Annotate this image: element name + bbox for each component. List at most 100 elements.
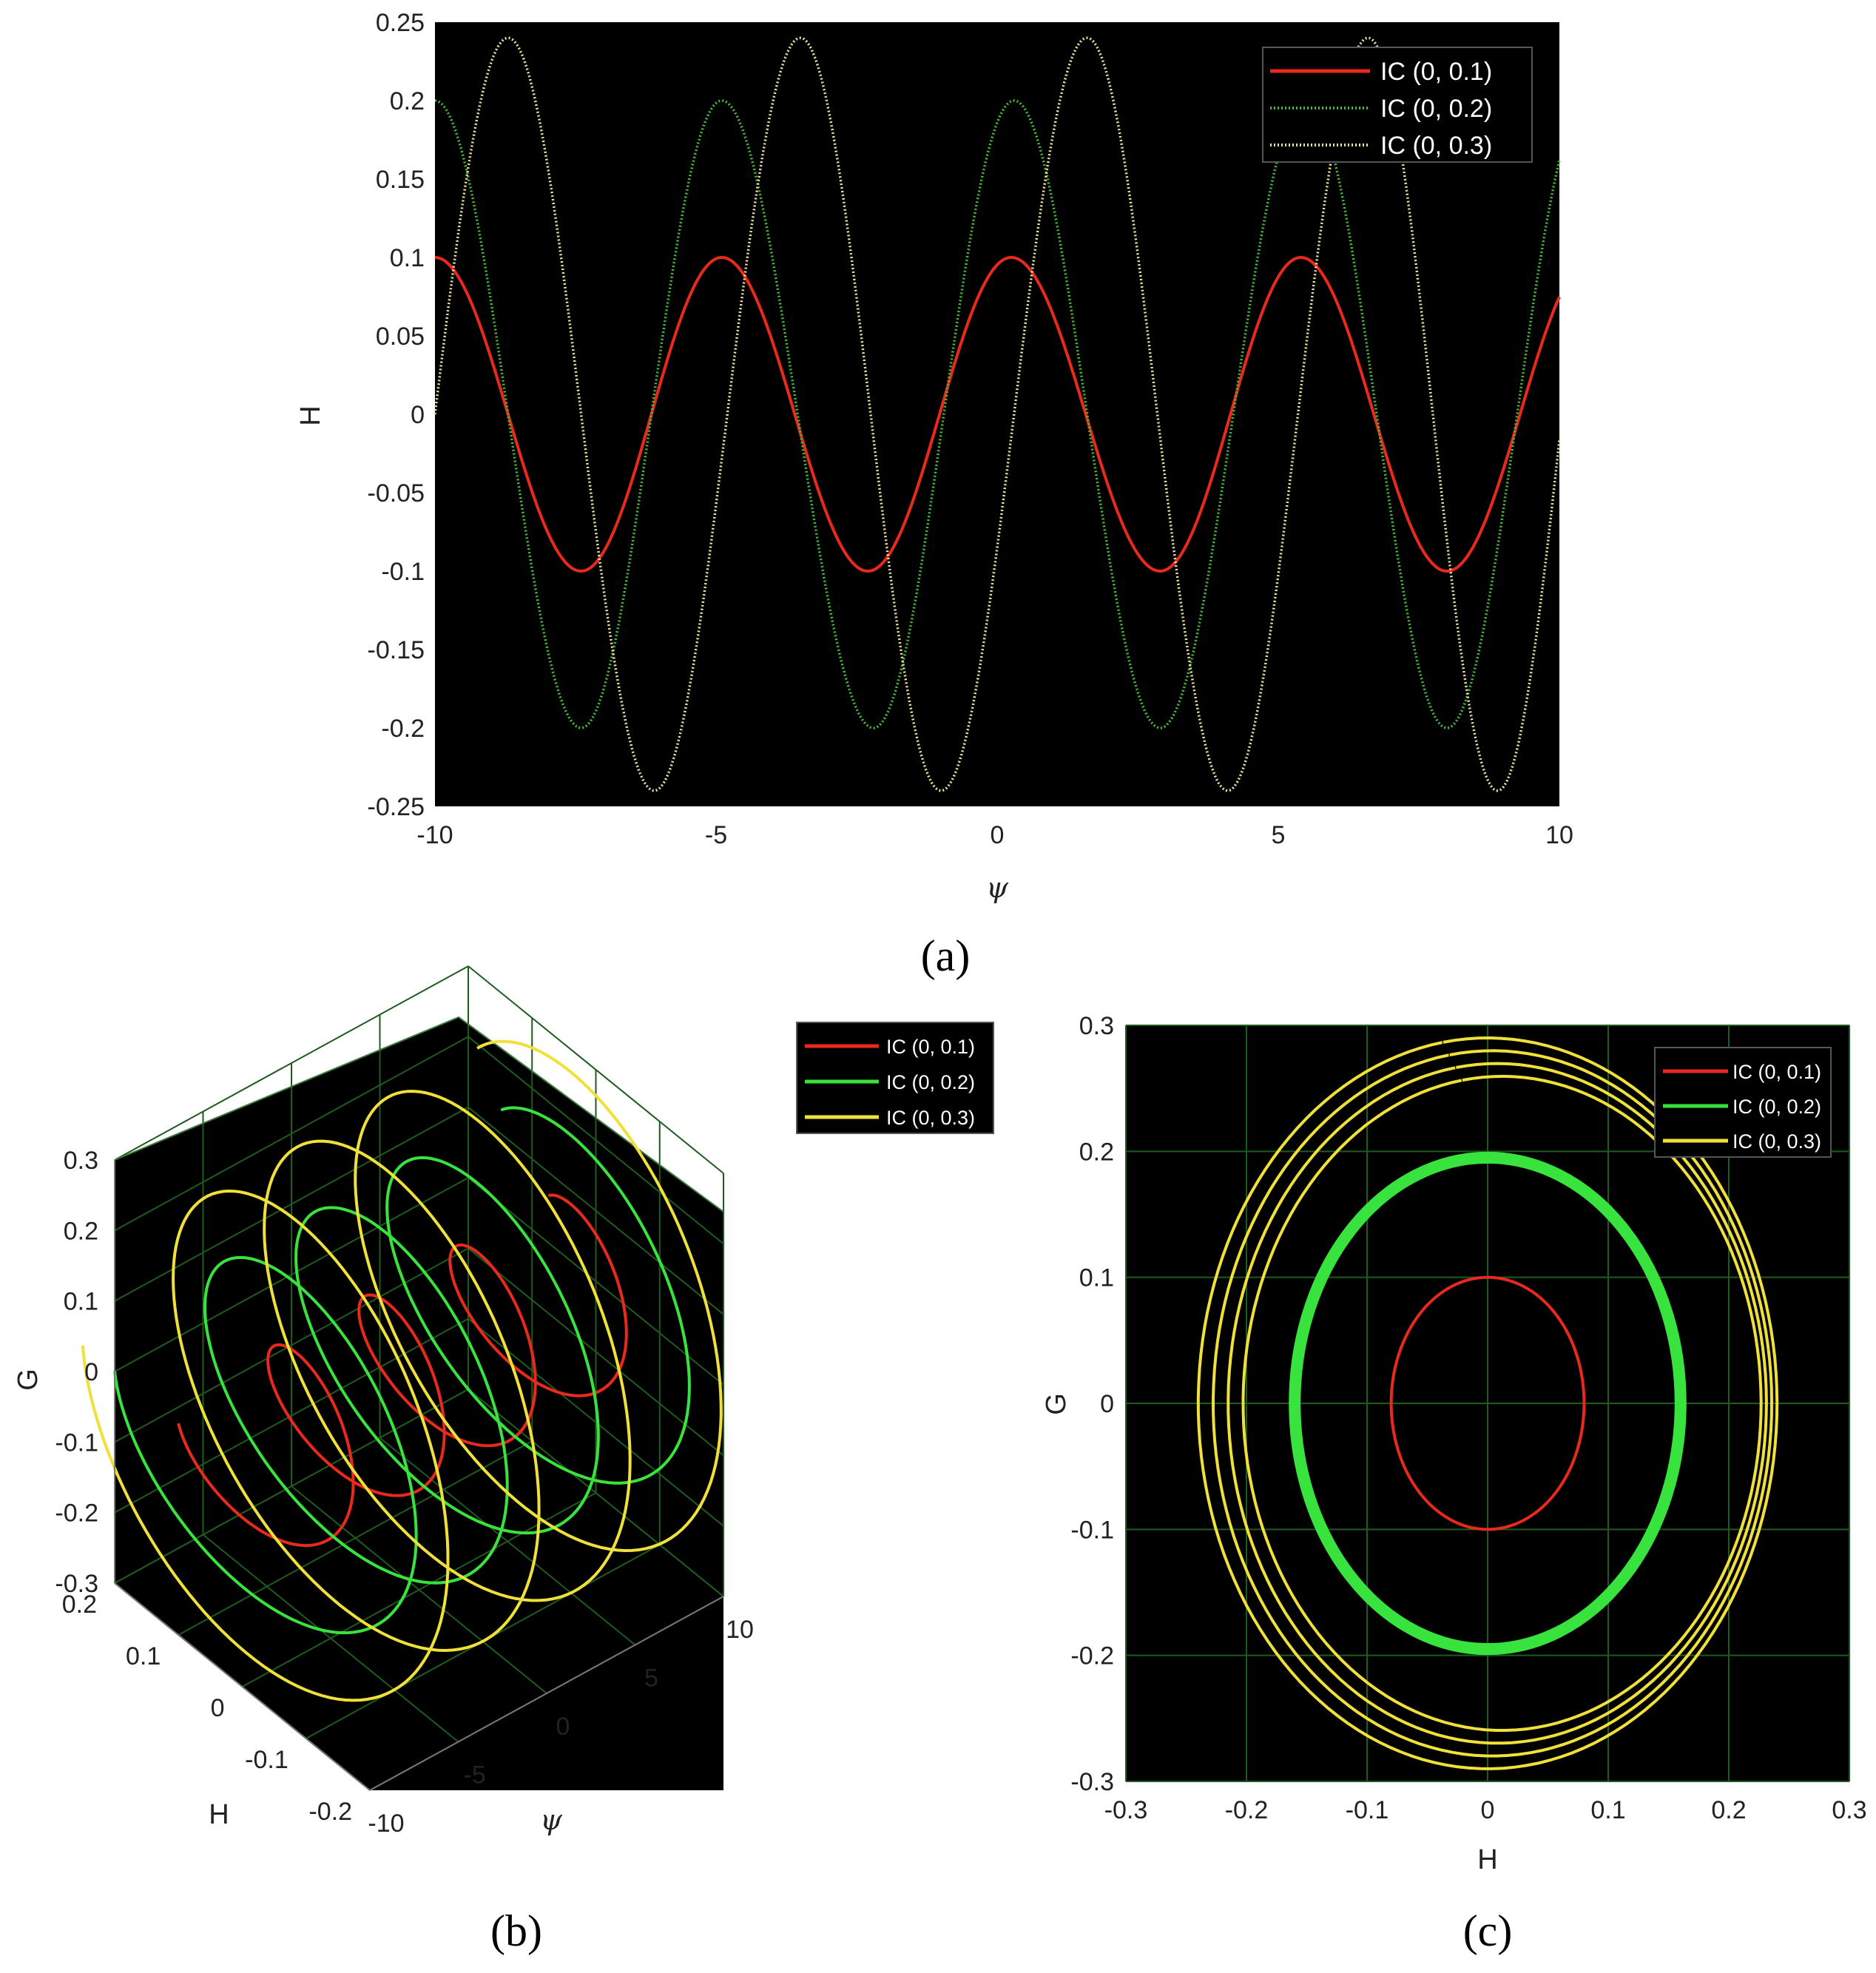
panel-b-h-axis-line xyxy=(114,1582,371,1791)
panel-a-y-tick-label: -0.2 xyxy=(381,715,425,743)
panel-a-legend-label-1: IC (0, 0.2) xyxy=(1380,95,1492,123)
panel-c-y-tick-label: -0.2 xyxy=(1070,1642,1114,1670)
panel-a-x-tick-label: -10 xyxy=(416,821,453,849)
panel-c-series-orbit-loop xyxy=(1227,1062,1768,1745)
panel-b-series-group xyxy=(81,1039,723,1702)
panel-a-y-tick-label: 0.2 xyxy=(390,87,425,115)
panel-c-series-orbit-loop xyxy=(1196,1036,1779,1770)
panel-c-legend-label-0: IC (0, 0.1) xyxy=(1732,1061,1821,1083)
panel-b-g-tick-label: -0.3 xyxy=(55,1570,98,1598)
panel-c-y-tick-label: -0.3 xyxy=(1070,1768,1114,1796)
panel-c-y-tick-label: 0.3 xyxy=(1079,1012,1114,1040)
panel-c-x-tick-label: 0 xyxy=(1481,1796,1495,1824)
panel-b-h-ticks: 0.2 0.1 0 -0.1 -0.2 xyxy=(62,1591,352,1826)
panel-b-psi-tick-label: 5 xyxy=(644,1665,658,1693)
panel-c-grid xyxy=(1125,1025,1850,1782)
panel-b-chart: 0.3 0.2 0.1 0 -0.1 -0.2 -0.3 0.2 0.1 0 -0.1 -0.2 -… xyxy=(13,965,994,1955)
panel-b-h-axis-label: H xyxy=(209,1799,229,1830)
panel-a-y-ticks: 0.25 0.2 0.15 0.1 0.05 0 -0.05 -0.1 -0.15 -0.2 -0.… xyxy=(368,9,425,821)
panel-b-series-helix xyxy=(177,1193,628,1548)
panel-b-grid-line xyxy=(291,1485,547,1694)
panel-b-legend-label-2: IC (0, 0.3) xyxy=(886,1107,975,1129)
panel-b-psi-axis-line xyxy=(369,1596,724,1791)
panel-c-label: (c) xyxy=(1463,1906,1513,1955)
panel-b-g-tick-label: -0.1 xyxy=(55,1429,98,1457)
panel-b-series-helix xyxy=(81,1039,723,1702)
panel-b-legend-label-0: IC (0, 0.1) xyxy=(886,1036,975,1058)
panel-a-y-tick-label: -0.15 xyxy=(368,636,425,664)
panel-a-series-group xyxy=(433,36,1561,792)
panel-c-y-tick-label: 0 xyxy=(1100,1390,1114,1418)
panel-c-x-tick-label: 0.2 xyxy=(1711,1796,1746,1824)
panel-b-legend-box xyxy=(796,1022,994,1134)
panel-b-axes xyxy=(114,1160,724,1791)
panel-b-grid-line xyxy=(202,1534,459,1743)
panel-a-label: (a) xyxy=(921,931,971,980)
panel-c-y-tick-label: 0.1 xyxy=(1079,1264,1114,1292)
panel-b-label: (b) xyxy=(490,1906,542,1955)
panel-a-x-tick-label: 5 xyxy=(1272,821,1286,849)
panel-c-series-orbit-loop xyxy=(1241,1074,1763,1732)
panel-a-legend-label-2: IC (0, 0.3) xyxy=(1380,132,1492,160)
panel-a-y-tick-label: 0.1 xyxy=(390,244,425,272)
panel-c-legend: IC (0, 0.1) IC (0, 0.2) IC (0, 0.3) xyxy=(1654,1047,1832,1158)
panel-b-psi-tick-label: 0 xyxy=(556,1713,570,1741)
panel-b-legend-label-1: IC (0, 0.2) xyxy=(886,1071,975,1093)
panel-a-x-tick-label: -5 xyxy=(705,821,727,849)
panel-a-chart: 0.25 0.2 0.15 0.1 0.05 0 -0.05 -0.1 -0.15 -0.2 -0.… xyxy=(295,9,1573,980)
panel-b-h-tick-label: 0.1 xyxy=(126,1642,161,1670)
panel-b-h-tick-label: 0.2 xyxy=(62,1591,97,1619)
panel-c-x-tick-label: -0.1 xyxy=(1346,1796,1389,1824)
panel-c-x-tick-label: 0.1 xyxy=(1590,1796,1625,1824)
panel-b-psi-axis-label: ψ xyxy=(540,1804,563,1836)
panel-b-grid-line xyxy=(468,1389,724,1597)
panel-b-h-tick-label: -0.1 xyxy=(245,1746,289,1774)
panel-a-legend: IC (0, 0.1) IC (0, 0.2) IC (0, 0.3) xyxy=(1262,47,1533,163)
panel-b-psi-tick-label: 10 xyxy=(726,1616,754,1644)
panel-a-y-tick-label: 0 xyxy=(411,401,425,429)
panel-c-legend-box xyxy=(1654,1047,1832,1158)
panel-b-g-ticks: 0.3 0.2 0.1 0 -0.1 -0.2 -0.3 xyxy=(55,1147,98,1598)
panel-b-psi-ticks: -10 -5 0 5 10 xyxy=(368,1616,753,1838)
panel-b-g-axis-label: G xyxy=(13,1369,44,1391)
panel-b-legend: IC (0, 0.1) IC (0, 0.2) IC (0, 0.3) xyxy=(796,1022,994,1134)
panel-a-y-tick-label: 0.05 xyxy=(376,323,425,351)
panel-c-chart: 0.3 0.2 0.1 0 -0.1 -0.2 -0.3 -0.3 -0.2 -0.1 0 0.1 0… xyxy=(1041,1012,1867,1955)
panel-a-y-tick-label: 0.25 xyxy=(376,9,425,37)
panel-a-legend-box xyxy=(1262,47,1533,163)
panel-b-psi-tick-label: -10 xyxy=(368,1810,404,1838)
panel-c-x-tick-label: 0.3 xyxy=(1832,1796,1866,1824)
panel-a-y-tick-label: -0.1 xyxy=(381,558,425,586)
panel-b-g-tick-label: 0 xyxy=(84,1358,98,1386)
panel-c-y-ticks: 0.3 0.2 0.1 0 -0.1 -0.2 -0.3 xyxy=(1070,1012,1114,1796)
panel-b-g-tick-label: 0.3 xyxy=(64,1147,98,1175)
panel-c-legend-label-1: IC (0, 0.2) xyxy=(1732,1096,1821,1118)
panel-a-series-line xyxy=(434,99,1561,729)
panel-a-y-tick-label: -0.05 xyxy=(368,479,425,507)
panel-c-x-tick-label: -0.2 xyxy=(1225,1796,1269,1824)
panel-c-x-ticks: -0.3 -0.2 -0.1 0 0.1 0.2 0.3 xyxy=(1104,1796,1867,1824)
panel-a-series-line xyxy=(434,255,1561,573)
panel-a-x-axis-label: ψ xyxy=(986,871,1009,904)
panel-b-psi-tick-label: -5 xyxy=(463,1761,485,1790)
panel-b-g-tick-label: 0.1 xyxy=(64,1288,98,1316)
panel-b-g-tick-label: -0.2 xyxy=(55,1500,98,1528)
panel-b-series-helix xyxy=(113,1106,691,1635)
panel-b-h-tick-label: -0.2 xyxy=(308,1798,352,1826)
panel-b-back-wall xyxy=(115,1017,723,1790)
panel-b-g-tick-label: 0.2 xyxy=(64,1217,98,1245)
panel-c-legend-label-2: IC (0, 0.3) xyxy=(1732,1130,1821,1153)
panel-a-y-tick-label: -0.25 xyxy=(368,793,425,821)
panel-b-grid-line xyxy=(379,1437,636,1646)
panel-c-series-orbit xyxy=(1289,1151,1687,1656)
panel-a-x-tick-label: 0 xyxy=(991,821,1005,849)
panel-c-series-orbit xyxy=(1389,1275,1586,1531)
panel-c-y-tick-label: 0.2 xyxy=(1079,1138,1114,1166)
panel-c-series-orbit-loop xyxy=(1211,1049,1774,1758)
panel-a-series-line xyxy=(433,36,1561,792)
panel-c-y-axis-label: G xyxy=(1041,1393,1072,1415)
panel-b-h-tick-label: 0 xyxy=(211,1694,225,1722)
panel-c-x-tick-label: -0.3 xyxy=(1104,1796,1148,1824)
panel-a-legend-label-0: IC (0, 0.1) xyxy=(1380,58,1492,86)
